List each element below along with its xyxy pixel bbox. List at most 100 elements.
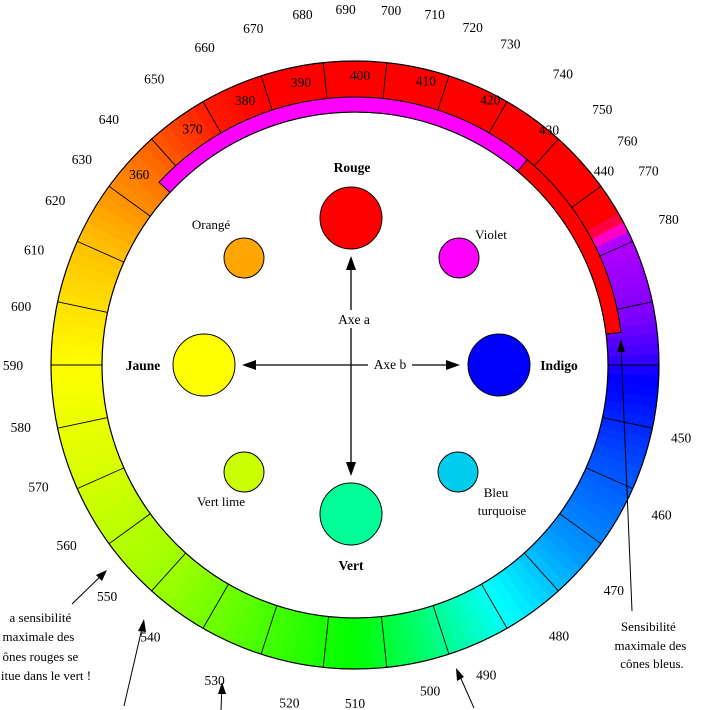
spectrum-segment [487,574,525,624]
spectrum-segment [115,167,163,210]
spectrum-segment [553,513,601,554]
spectrum-segment [91,202,142,239]
wavelength-label: 400 [350,68,371,83]
wavelength-labels: 690 700 710 720 730 740 750 760 770 780 680 670 660 6… [3,2,692,710]
spectrum-segment [219,591,253,643]
spectrum-segment [142,545,186,591]
spectrum-segment [563,499,613,537]
spectrum-segment [479,579,517,630]
wavelength-label: 540 [140,630,161,645]
spectrum-segment [529,540,574,586]
wavelength-label: 590 [3,358,24,373]
spectrum-segment [60,279,113,304]
wavelength-label: 410 [416,74,437,89]
spectrum-segment [289,612,312,665]
spectrum-segment [310,615,329,668]
spectrum-segment [120,526,167,569]
wavelength-label: 470 [604,583,625,598]
axis-b-label: Axe b [374,357,407,372]
spectrum-segment [174,568,214,618]
wavelength-label: 700 [381,3,402,18]
axis-b-arrow-left [242,360,256,370]
axis-a-label: Axe a [338,312,370,327]
spectrum-segment [577,475,629,510]
spectrum-segment [52,320,105,339]
segment-divider [202,583,229,629]
axes: Axe a Axe b [242,256,460,476]
spectrum-segment [85,482,136,517]
spectrum-segment [239,598,269,651]
wavelength-label: 460 [651,507,672,522]
wavelength-label: 490 [476,667,497,682]
wavelength-label: 780 [658,212,679,227]
spectrum-segment [55,299,108,322]
spectrum-segment [86,211,137,247]
wavelength-label: 530 [205,673,226,688]
blue-note-arrowhead [617,339,625,352]
wavelength-label: 570 [28,479,49,494]
spectrum-segment [166,563,207,611]
wavelength-label: 770 [638,164,659,179]
segment-divider [322,616,329,668]
spectrum-segment [81,220,133,255]
spectrum-segment [201,583,237,634]
colour-circles: Rouge Orangé Violet Jaune Indigo Vert li… [126,160,578,573]
spectrum-segment [109,176,157,217]
spectrum-segment [101,505,151,544]
wavelength-label: 510 [345,696,366,710]
circle-orange [223,237,265,279]
wavelength-label: 750 [592,102,613,117]
wavelength-label: 740 [553,67,574,82]
note-arrow-2 [123,623,144,707]
spectrum-segment [600,417,653,441]
wavelength-label: 690 [336,2,357,17]
wavelength-label: 720 [463,20,484,35]
spectrum-segment [581,467,633,501]
spectrum-segment [65,259,118,287]
spectrum-segment [495,569,534,619]
spectrum-segment [464,588,498,640]
wavelength-label: 650 [144,71,165,86]
blue-note-arrow [620,344,633,612]
spectrum-segment [456,592,489,644]
spectrum-segment [573,483,624,519]
magenta-band [158,96,528,194]
spectrum-segment [502,564,543,613]
blue-cones-note: Sensibilité maximale des cônes bleus. [614,339,686,671]
segment-divider [57,301,108,313]
wavelength-label: 710 [425,7,446,22]
spectrum-segment [157,557,200,605]
annotations: a sensibilité maximale des ônes rouges s… [1,339,686,710]
segment-divider [559,513,602,545]
circle-jaune [172,333,236,397]
spectrum-segment [192,578,229,629]
spectrum-segment [68,449,121,479]
segment-divider [585,467,633,490]
spectrum-segment [597,426,650,451]
spectrum-segment [414,608,439,661]
spectrum-segment [80,474,132,508]
circle-vert-lime [223,451,265,493]
wavelength-label: 480 [549,629,570,644]
segment-divider [260,605,278,655]
spectrum-segment [603,400,657,420]
label-rouge: Rouge [334,160,371,175]
note-arrowhead-2 [138,619,146,632]
spectrum-segment [127,532,174,577]
label-bleu-turquoise: Bleu turquoise [478,485,527,518]
spectrum-segment [516,553,559,600]
spectrum-segment [55,407,108,429]
axis-a-arrow-down [346,462,356,476]
segment-divider [108,513,151,545]
spectrum-segment [76,466,128,499]
spectrum-segment [362,617,377,669]
note-arrowhead-4 [456,668,464,681]
spectrum-segment [57,289,110,313]
note-arrowhead-3 [218,682,226,694]
wavelength-label: 430 [539,123,560,138]
spectrum-segment [558,506,608,546]
spectrum-segment [606,382,659,399]
spectrum-segment [51,362,103,376]
spectrum-segment [431,602,459,655]
